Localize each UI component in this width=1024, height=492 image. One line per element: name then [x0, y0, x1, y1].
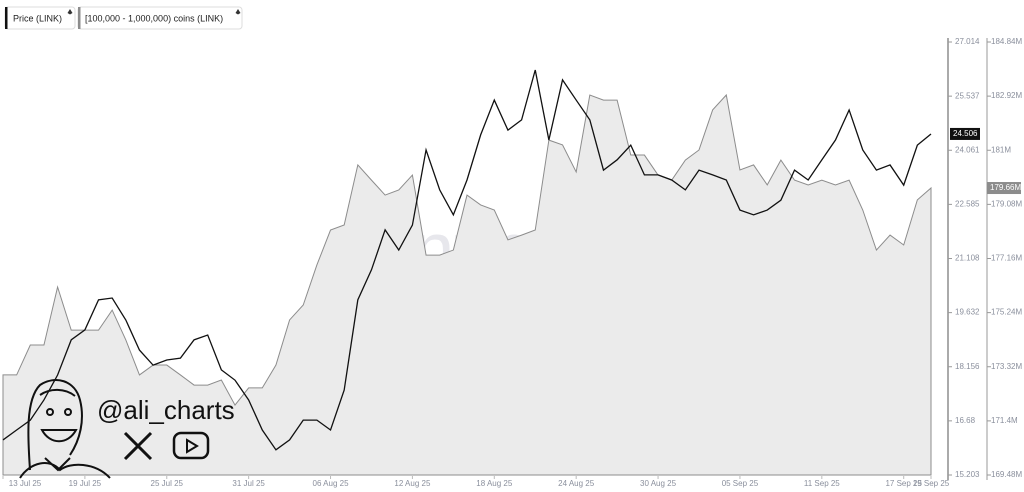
legend-swatch	[78, 7, 81, 29]
x-tick-label: 19 Jul 25	[69, 479, 102, 488]
y2-tick-label: 184.84M	[991, 37, 1022, 46]
legend-label: [100,000 - 1,000,000) coins (LINK)	[85, 13, 223, 23]
y2-tick-label: 179.08M	[991, 199, 1022, 208]
y-tick-label: 27.014	[955, 37, 980, 46]
last-value-label: 24.506	[953, 129, 978, 138]
last-value-badge	[950, 127, 980, 140]
y-tick-label: 19.632	[955, 308, 980, 317]
x-tick-label: 05 Sep 25	[722, 479, 759, 488]
y2-tick-label: 182.92M	[991, 91, 1022, 100]
x-tick-label: 17 Sep 25	[885, 479, 922, 488]
last-value-badge	[987, 182, 1021, 195]
y2-tick-label: 175.24M	[991, 308, 1022, 317]
plot-area	[2, 69, 932, 476]
x-tick-label: 19 Sep 25	[913, 479, 950, 488]
y-tick-label: 18.156	[955, 362, 980, 371]
avatar	[19, 379, 111, 479]
handle: @ali_charts	[97, 395, 235, 425]
youtube-icon[interactable]	[172, 431, 210, 460]
x-tick-label: 06 Aug 25	[313, 479, 350, 488]
y-tick-label: 25.537	[955, 91, 980, 100]
x-tick-label: 12 Aug 25	[394, 479, 431, 488]
y-tick-label: 15.203	[955, 470, 980, 479]
y-tick-label: 16.68	[955, 416, 976, 425]
legend: Price (LINK) [100,000 - 1,000,000) coins…	[4, 6, 243, 30]
youtube-play	[186, 438, 199, 454]
y2-tick-label: 177.16M	[991, 254, 1022, 263]
y-tick-label: 24.061	[955, 145, 980, 154]
legend-swatch	[5, 7, 8, 29]
y2-tick-label: 173.32M	[991, 362, 1022, 371]
x-tick-label: 13 Jul 25	[9, 479, 42, 488]
legend-label: Price (LINK)	[13, 13, 62, 23]
y2-tick-label: 171.4M	[991, 416, 1018, 425]
y2-tick-label: 169.48M	[991, 470, 1022, 479]
price-line	[2, 69, 932, 451]
x-tick-label: 18 Aug 25	[476, 479, 513, 488]
y-tick-label: 21.108	[955, 254, 980, 263]
eth-icon	[67, 9, 73, 15]
x-tick-label: 11 Sep 25	[804, 479, 840, 488]
last-value-label: 179.66M	[990, 183, 1021, 192]
x-icon[interactable]	[123, 431, 153, 461]
area	[2, 93, 932, 476]
y-tick-label: 22.585	[955, 199, 980, 208]
x-tick-label: 31 Jul 25	[232, 479, 265, 488]
x-tick-label: 25 Jul 25	[151, 479, 184, 488]
y2-tick-label: 181M	[991, 145, 1011, 154]
author-badge: @ali_charts	[19, 379, 235, 479]
eth-icon	[235, 9, 241, 15]
x-tick-label: 30 Aug 25	[640, 479, 677, 488]
x-tick-label: 24 Aug 25	[558, 479, 595, 488]
